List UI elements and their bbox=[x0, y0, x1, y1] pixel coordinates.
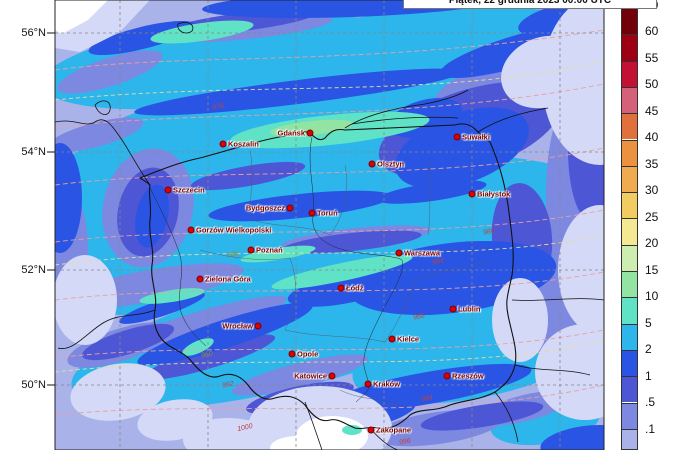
region-boundaries bbox=[199, 149, 491, 406]
latitude-label: 50°N bbox=[21, 379, 46, 391]
colorbar-tick-label: 60 bbox=[645, 24, 659, 38]
city-dot bbox=[443, 372, 451, 380]
city-dot bbox=[164, 186, 172, 194]
latitude-ticks bbox=[47, 32, 55, 386]
colorbar-tick-label: 50 bbox=[645, 77, 659, 91]
colorbar-tick-label: 45 bbox=[645, 104, 659, 118]
city-label: Koszalin bbox=[228, 139, 259, 149]
colorbar-segment bbox=[621, 244, 638, 271]
city-label: Łódź bbox=[346, 283, 364, 293]
city-dot bbox=[308, 209, 316, 217]
colorbar-tick-label: 10 bbox=[645, 289, 659, 303]
neighbor-borders bbox=[55, 22, 604, 450]
city-label: Suwałki bbox=[462, 132, 490, 142]
city-label: Poznań bbox=[256, 245, 283, 255]
colorbar-tick-label: 1 bbox=[645, 369, 652, 383]
colorbar-segment bbox=[621, 218, 638, 245]
city-label: Toruń bbox=[317, 208, 338, 218]
forecast-datetime-title: Piątek, 22 grudnia 2023 00:00 UTC bbox=[403, 0, 657, 9]
city-dot bbox=[449, 305, 457, 313]
city-dot bbox=[367, 426, 375, 434]
city-dot bbox=[368, 160, 376, 168]
city-label: Białystok bbox=[477, 189, 511, 199]
city-dot bbox=[306, 129, 314, 137]
latitude-label: 52°N bbox=[21, 264, 46, 276]
colorbar-tick-label: 2 bbox=[645, 342, 652, 356]
city-dot bbox=[453, 133, 461, 141]
colorbar-segment bbox=[621, 60, 638, 87]
colorbar-segment bbox=[621, 297, 638, 324]
city-dot bbox=[388, 335, 396, 343]
colorbar-segment bbox=[621, 323, 638, 350]
colorbar-tick-label: .01 bbox=[645, 448, 662, 450]
city-label: Opole bbox=[297, 349, 319, 359]
city-label: Zakopane bbox=[376, 425, 412, 435]
city-dot bbox=[286, 204, 294, 212]
city-label: Kielce bbox=[397, 334, 420, 344]
city-dot bbox=[187, 226, 195, 234]
colorbar-tick-label: .5 bbox=[645, 395, 656, 409]
city-label: Szczecin bbox=[173, 185, 205, 195]
colorbar-tick-label: .1 bbox=[645, 422, 656, 436]
colorbar-tick-label: 25 bbox=[645, 210, 659, 224]
colorbar-segment bbox=[621, 113, 638, 140]
map-frame bbox=[54, 0, 605, 450]
colorbar-segment bbox=[621, 165, 638, 193]
colorbar-segment bbox=[621, 34, 638, 61]
city-dot bbox=[288, 350, 296, 358]
city-label: Lublin bbox=[458, 304, 481, 314]
city-label: Bydgoszcz bbox=[245, 203, 285, 213]
colorbar-segment bbox=[621, 192, 638, 219]
city-dot bbox=[364, 380, 372, 388]
city-label: Rzeszów bbox=[452, 371, 484, 381]
city-label: Kraków bbox=[373, 379, 401, 389]
colorbar-segment bbox=[621, 86, 638, 114]
city-dot bbox=[395, 249, 403, 257]
city-dot bbox=[247, 246, 255, 254]
colorbar-segment bbox=[621, 139, 638, 166]
city-label: Zielona Góra bbox=[205, 274, 251, 284]
isobar-lines bbox=[55, 29, 604, 416]
latitude-label: 54°N bbox=[21, 146, 46, 158]
city-dot bbox=[468, 190, 476, 198]
colorbar-tick-label: 55 bbox=[645, 51, 659, 65]
colorbar-tick-label: 30 bbox=[645, 183, 659, 197]
colorbar-tick-label: 40 bbox=[645, 130, 659, 144]
colorbar-segment bbox=[621, 376, 638, 403]
colorbar-segment bbox=[621, 402, 638, 429]
colorbar-segment bbox=[621, 428, 638, 450]
city-dot bbox=[254, 322, 262, 330]
colorbar-segment bbox=[621, 8, 638, 35]
city-dot bbox=[328, 372, 336, 380]
colorbar-tick-label: 20 bbox=[645, 236, 659, 250]
colorbar-tick-label: 5 bbox=[645, 316, 652, 330]
city-label: Katowice bbox=[294, 371, 327, 381]
precipitation-fill-layer bbox=[55, 0, 604, 450]
latitude-label: 56°N bbox=[21, 27, 46, 39]
city-dot bbox=[219, 140, 227, 148]
city-label: Gorzów Wielkopolski bbox=[196, 225, 272, 235]
secondary-contour-lines bbox=[55, 59, 604, 373]
colorbar-tick-label: 15 bbox=[645, 263, 659, 277]
city-label: Wrocław bbox=[222, 321, 253, 331]
colorbar-segment bbox=[621, 271, 638, 298]
colorbar-segment bbox=[621, 349, 638, 377]
city-dot bbox=[337, 284, 345, 292]
city-label: Warszawa bbox=[404, 248, 440, 258]
city-label: Olsztyn bbox=[377, 159, 405, 169]
country-borders bbox=[139, 123, 517, 430]
city-label: Gdańsk bbox=[277, 128, 305, 138]
city-dot bbox=[196, 275, 204, 283]
colorbar-tick-label: 35 bbox=[645, 157, 659, 171]
